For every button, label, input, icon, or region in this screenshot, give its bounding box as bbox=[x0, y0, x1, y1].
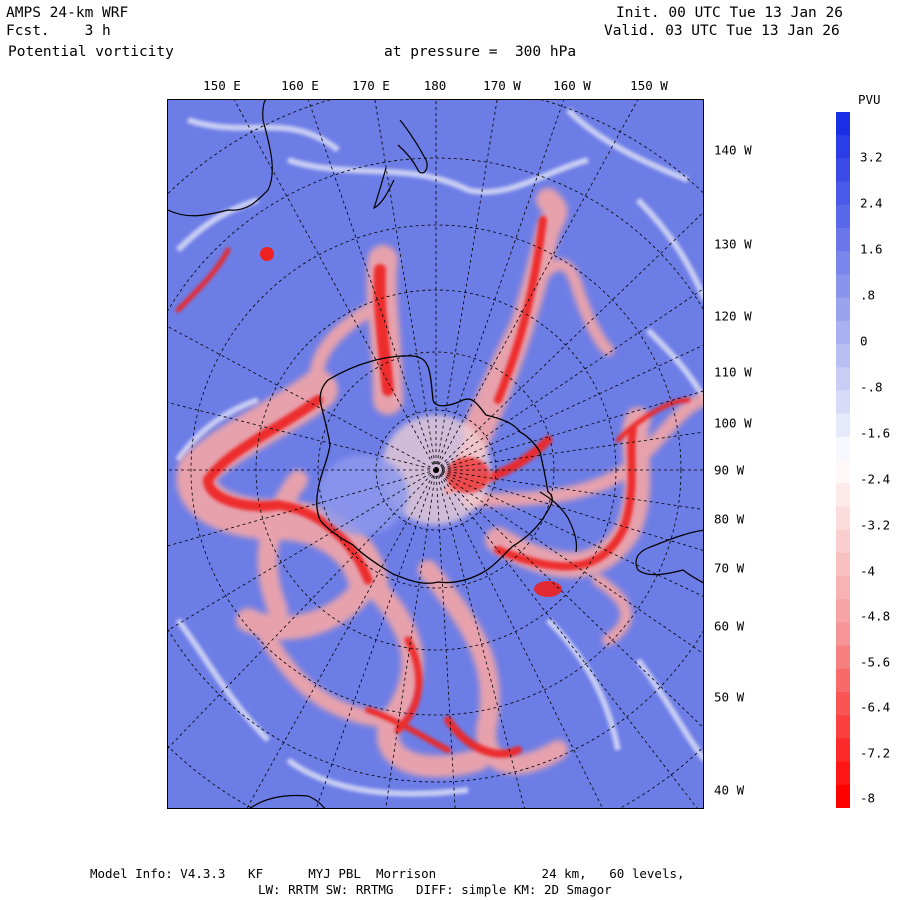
pv-red-core bbox=[175, 216, 691, 758]
red-eddy-small bbox=[260, 247, 274, 261]
colorbar-cell bbox=[836, 320, 850, 345]
lon-label-right: 50 W bbox=[714, 689, 745, 705]
model-info-line2: LW: RRTM SW: RRTMG DIFF: simple KM: 2D S… bbox=[258, 882, 612, 897]
colorbar-cell bbox=[836, 692, 850, 716]
colorbar-cell bbox=[836, 506, 850, 531]
colorbar-label: .8 bbox=[860, 287, 876, 303]
colorbar-cell bbox=[836, 344, 850, 368]
pressure-level: at pressure = 300 hPa bbox=[384, 44, 577, 60]
antarctic-peninsula bbox=[539, 491, 578, 553]
africa-coastline bbox=[249, 794, 326, 808]
colorbar-cell bbox=[836, 599, 850, 623]
colorbar-label: 0 bbox=[860, 333, 868, 349]
colorbar-cell bbox=[836, 436, 850, 461]
lon-label-top: 180 bbox=[423, 78, 447, 93]
lon-label-right: 80 W bbox=[714, 511, 745, 527]
colorbar-cell bbox=[836, 251, 850, 275]
colorbar-cell bbox=[836, 390, 850, 415]
colorbar-cell bbox=[836, 460, 850, 484]
colorbar-label: 3.2 bbox=[860, 149, 883, 165]
forecast-hour: Fcst. 3 h bbox=[6, 23, 111, 39]
colorbar-cell bbox=[836, 622, 850, 647]
field-name: Potential vorticity bbox=[8, 44, 174, 60]
lon-label-right: 140 W bbox=[714, 142, 752, 158]
pv-map-graphic bbox=[168, 100, 703, 808]
valid-time: Valid. 03 UTC Tue 13 Jan 26 bbox=[604, 23, 840, 39]
colorbar-cell bbox=[836, 761, 850, 786]
colorbar-cell bbox=[836, 367, 850, 391]
colorbar-cell bbox=[836, 715, 850, 739]
lon-label-right: 120 W bbox=[714, 308, 752, 324]
lon-label-top: 160 E bbox=[281, 78, 319, 93]
colorbar-cell bbox=[836, 529, 850, 554]
colorbar-cell bbox=[836, 552, 850, 577]
colorbar-cell bbox=[836, 228, 850, 252]
antarctica-coastline bbox=[316, 355, 553, 584]
colorbar-cell bbox=[836, 738, 850, 763]
lon-label-right: 70 W bbox=[714, 560, 745, 576]
lon-label-right: 60 W bbox=[714, 618, 745, 634]
colorbar-label: 2.4 bbox=[860, 195, 883, 211]
pv-map bbox=[167, 99, 704, 809]
colorbar-cell bbox=[836, 158, 850, 183]
colorbar-cell bbox=[836, 668, 850, 693]
colorbar-label: -.8 bbox=[860, 379, 883, 395]
colorbar-label: 1.6 bbox=[860, 241, 883, 257]
blue-pocket bbox=[318, 455, 408, 535]
red-eddy bbox=[534, 581, 562, 597]
lon-label-right: 40 W bbox=[714, 782, 745, 798]
colorbar-label: -8 bbox=[860, 790, 876, 806]
colorbar-label: -5.6 bbox=[860, 654, 891, 670]
colorbar-cell bbox=[836, 204, 850, 229]
lat-lon-grid bbox=[168, 100, 703, 808]
lon-label-right: 100 W bbox=[714, 415, 752, 431]
colorbar-cell bbox=[836, 181, 850, 206]
lon-label-top: 160 W bbox=[553, 78, 591, 93]
colorbar-cell bbox=[836, 576, 850, 600]
lon-label-top: 170 W bbox=[483, 78, 521, 93]
colorbar-label: -3.2 bbox=[860, 517, 891, 533]
colorbar-label: -2.4 bbox=[860, 471, 891, 487]
model-info-line1: Model Info: V4.3.3 KF MYJ PBL Morrison 2… bbox=[90, 866, 685, 881]
new-zealand-coastline bbox=[372, 119, 428, 210]
lon-label-top: 150 W bbox=[630, 78, 668, 93]
colorbar-label: -4 bbox=[860, 563, 876, 579]
colorbar-cell bbox=[836, 784, 850, 808]
colorbar-label: -6.4 bbox=[860, 699, 891, 715]
colorbar-cell bbox=[836, 135, 850, 159]
colorbar-cell bbox=[836, 297, 850, 322]
colorbar-label: -7.2 bbox=[860, 745, 891, 761]
model-title: AMPS 24-km WRF bbox=[6, 5, 129, 21]
colorbar-cell bbox=[836, 645, 850, 670]
lon-label-right: 130 W bbox=[714, 236, 752, 252]
pale-filaments bbox=[175, 107, 703, 797]
south-america-coastline bbox=[635, 529, 703, 584]
colorbar-cell bbox=[836, 112, 850, 136]
colorbar-unit: PVU bbox=[858, 92, 881, 107]
colorbar-label: -4.8 bbox=[860, 608, 891, 624]
lon-label-top: 170 E bbox=[352, 78, 390, 93]
colorbar-label: -1.6 bbox=[860, 425, 891, 441]
colorbar-cell bbox=[836, 483, 850, 507]
australia-coastline bbox=[168, 100, 273, 217]
colorbar-cell bbox=[836, 413, 850, 438]
lon-label-right: 110 W bbox=[714, 364, 752, 380]
lon-label-top: 150 E bbox=[203, 78, 241, 93]
lon-label-right: 90 W bbox=[714, 462, 745, 478]
init-time: Init. 00 UTC Tue 13 Jan 26 bbox=[616, 5, 843, 21]
colorbar bbox=[836, 112, 850, 808]
colorbar-cell bbox=[836, 274, 850, 299]
